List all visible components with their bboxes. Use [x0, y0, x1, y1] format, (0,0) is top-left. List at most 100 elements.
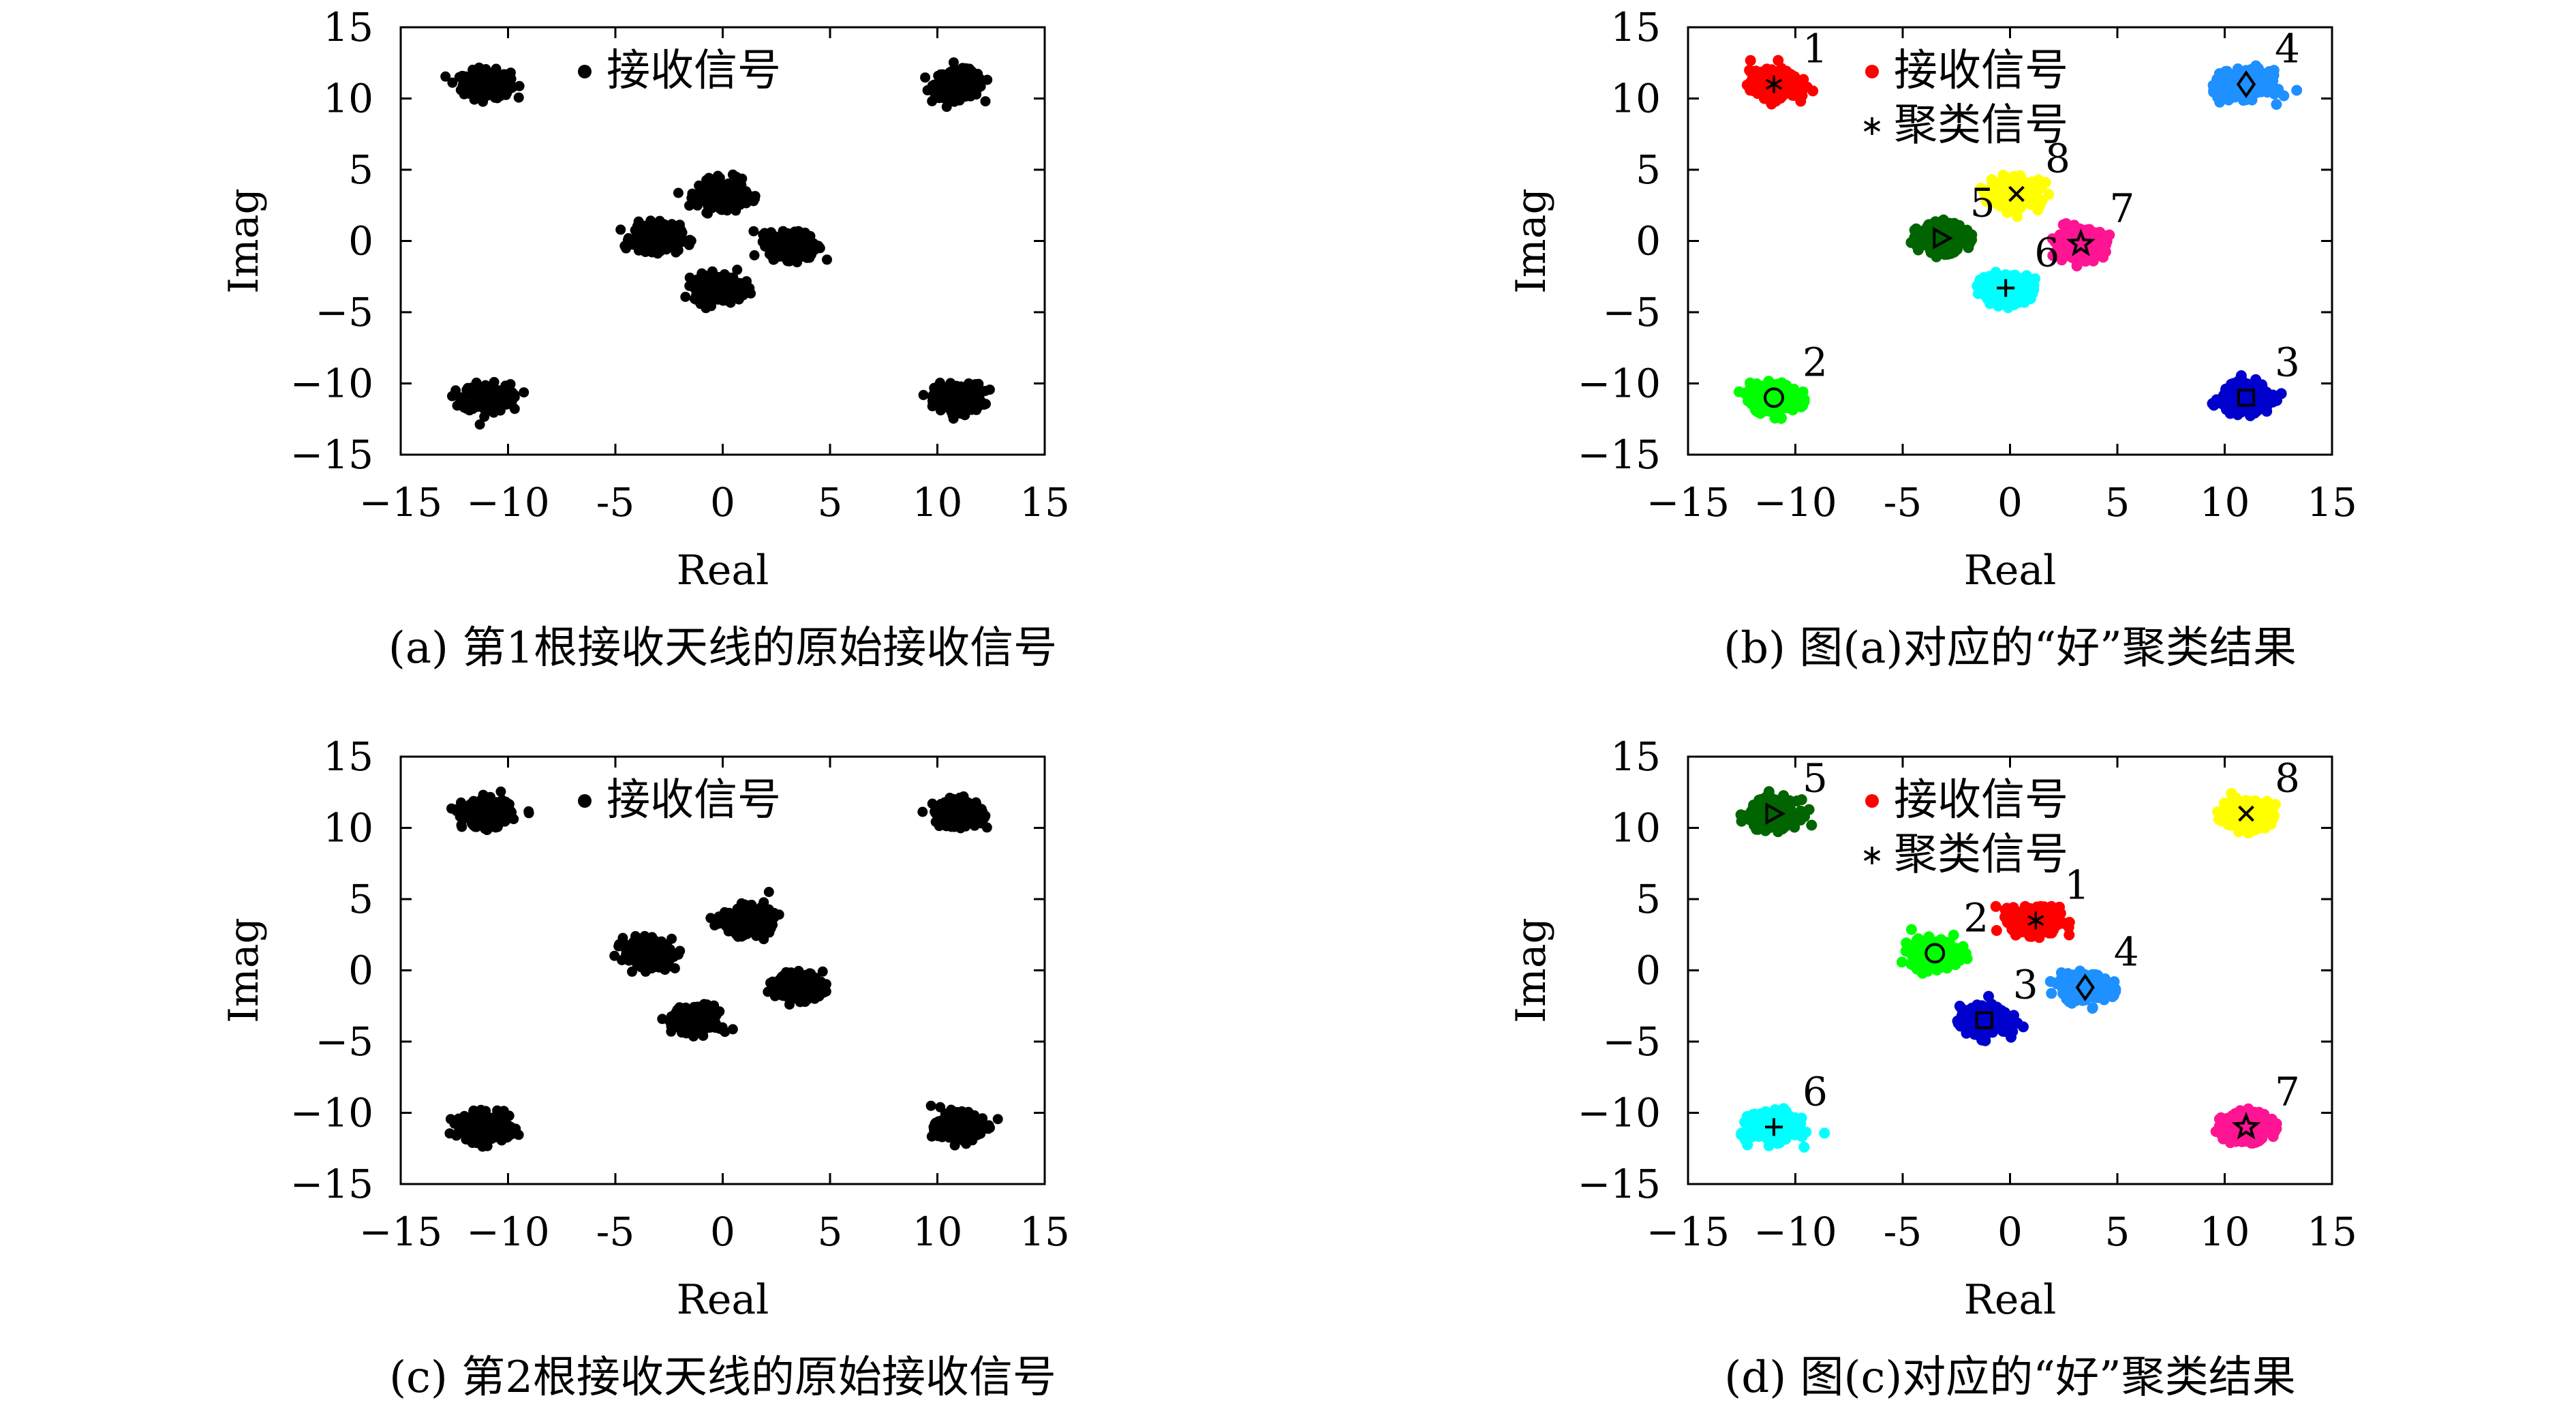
data-point: [615, 224, 626, 235]
data-point: [742, 286, 753, 297]
cluster-6-label: 6: [2034, 229, 2059, 275]
data-point: [1771, 394, 1783, 406]
plot-area: [444, 786, 1003, 1152]
data-point: [689, 294, 700, 304]
data-point: [681, 235, 692, 246]
y-tick-label: −5: [1603, 289, 1661, 335]
data-point: [687, 188, 698, 199]
data-point: [673, 229, 684, 240]
legend-dot-marker: [1865, 65, 1879, 78]
data-point: [2226, 390, 2237, 402]
cluster-8-center-marker: [2008, 185, 2025, 202]
x-tick-label: −10: [466, 479, 549, 526]
data-point: [637, 236, 648, 246]
x-tick-label: −15: [1646, 479, 1730, 526]
data-point: [671, 247, 681, 258]
data-point: [710, 290, 720, 301]
data-point: [647, 235, 658, 246]
data-point: [684, 280, 695, 291]
x-tick-label: −10: [1753, 479, 1837, 526]
data-point: [701, 303, 711, 314]
legend-label: 接收信号: [607, 46, 781, 96]
cluster-5-label: 5: [1970, 179, 1995, 226]
data-point: [505, 67, 516, 78]
data-point: [474, 419, 485, 430]
data-point: [500, 380, 511, 391]
cluster-2-center-marker: [1764, 387, 1784, 408]
data-point: [1777, 89, 1788, 100]
data-point: [712, 183, 723, 194]
data-point: [2228, 87, 2239, 99]
data-point: [460, 71, 471, 82]
legend: 接收信号: [578, 46, 781, 96]
data-point: [773, 251, 784, 262]
data-point: [982, 74, 993, 85]
panel-caption: (a) 第1根接收天线的原始接收信号: [388, 623, 1057, 673]
data-point: [984, 384, 995, 395]
data-point: [2046, 233, 2058, 245]
x-axis-label: Real: [1964, 547, 2057, 594]
data-point: [2261, 406, 2273, 417]
panel-caption: (b) 图(a)对应的“好”聚类结果: [1723, 623, 2297, 673]
data-point: [456, 797, 466, 808]
data-point: [2245, 63, 2257, 75]
data-point: [514, 80, 525, 91]
data-point: [637, 224, 647, 235]
signal-cluster-3: [447, 377, 530, 430]
data-point: [1753, 80, 1764, 91]
data-point: [1978, 272, 1990, 284]
signal-cluster-1: [440, 62, 525, 107]
data-point: [718, 281, 729, 291]
data-point: [479, 411, 490, 422]
data-point: [509, 390, 520, 401]
data-point: [2232, 63, 2243, 74]
data-point: [729, 197, 739, 208]
data-point: [2218, 390, 2229, 402]
cluster-7-center-marker: [2066, 228, 2096, 257]
y-tick-label: −10: [290, 361, 373, 407]
data-point: [486, 81, 497, 92]
data-point: [947, 410, 958, 421]
data-point: [954, 95, 965, 106]
signal-cluster-6: [615, 215, 696, 259]
legend-label: 接收信号: [1894, 46, 2068, 96]
data-point: [446, 803, 457, 814]
signal-cluster-1: [446, 786, 534, 836]
data-point: [2208, 87, 2220, 98]
data-point: [680, 292, 691, 302]
data-point: [673, 187, 684, 198]
data-point: [657, 239, 668, 249]
data-point: [2064, 243, 2075, 255]
data-point: [519, 387, 530, 398]
data-point: [1905, 237, 1917, 248]
data-point: [486, 392, 497, 403]
data-point: [1987, 284, 1998, 295]
data-point: [2088, 244, 2100, 256]
data-point: [649, 223, 660, 234]
data-point: [2236, 406, 2248, 418]
data-point: [703, 172, 714, 183]
data-point: [731, 205, 741, 216]
data-point: [2214, 96, 2226, 108]
x-axis-label: Real: [677, 547, 769, 594]
data-point: [769, 231, 780, 242]
data-point: [2100, 236, 2112, 247]
data-point: [2033, 174, 2044, 185]
data-point: [471, 79, 482, 89]
data-point: [2218, 82, 2229, 94]
data-point: [476, 89, 487, 99]
data-point: [969, 82, 980, 93]
y-tick-label: −10: [1578, 361, 1661, 407]
data-point: [967, 402, 978, 413]
data-point: [801, 239, 812, 250]
data-point: [1999, 293, 2011, 305]
data-point: [2241, 387, 2252, 398]
data-point: [662, 225, 673, 236]
x-tick-label: -5: [1884, 479, 1922, 526]
data-point: [936, 88, 947, 99]
data-point: [2071, 260, 2083, 272]
cluster-4-label: 4: [2275, 26, 2300, 72]
